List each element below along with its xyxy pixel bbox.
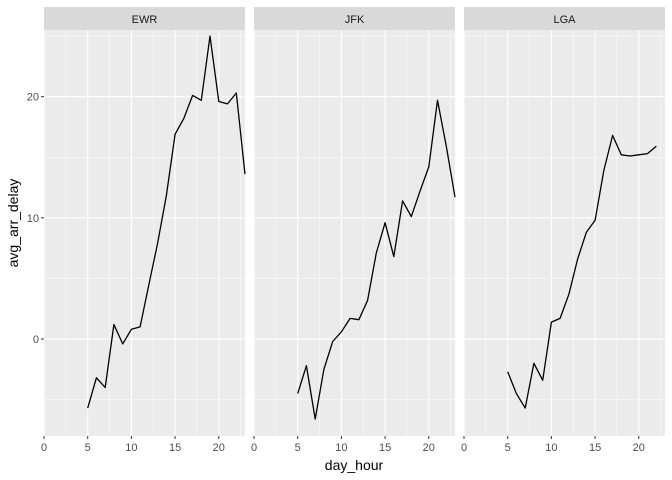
x-tick-label: 15 [379,442,391,454]
x-tick-label: 20 [213,442,225,454]
x-tick-label: 5 [85,442,91,454]
panel-background [254,30,455,436]
facet-strip-label: EWR [132,14,158,26]
series-line-ewr [87,35,246,409]
x-tick-label: 15 [169,442,181,454]
facet-strip-label: LGA [553,14,576,26]
x-tick-label: 5 [295,442,301,454]
x-tick-label: 10 [545,442,557,454]
y-axis-title: avg_arr_delay [5,179,21,268]
panel-background [464,30,665,436]
y-axis: 0 10 20 [27,92,44,346]
x-axis-title: day_hour [325,457,384,473]
x-tick-label: 0 [461,442,467,454]
facet-panel-jfk: JFK 0 5 10 15 20 [251,7,456,454]
facet-panel-ewr: EWR 0 5 10 15 20 [41,7,246,454]
facet-strip [464,7,665,30]
x-tick-label: 20 [633,442,645,454]
x-tick-label: 5 [505,442,511,454]
x-tick-label: 15 [589,442,601,454]
series-line-lga [507,134,657,409]
x-tick-label: 10 [125,442,137,454]
y-tick-label: 20 [27,92,39,104]
y-tick-label: 10 [27,213,39,225]
x-tick-label: 10 [335,442,347,454]
series-line-jfk [297,99,456,420]
x-tick-label: 0 [41,442,47,454]
y-tick-label: 0 [33,334,39,346]
facet-panels: EWR 0 5 10 15 20 JFK 0 5 10 15 20 LGA 0 5 10 15 20 [41,7,665,454]
facet-panel-lga: LGA 0 5 10 15 20 [461,7,665,454]
facet-strip [254,7,455,30]
x-tick-label: 20 [423,442,435,454]
facet-strip-label: JFK [345,14,365,26]
x-tick-label: 0 [251,442,257,454]
facet-strip [44,7,245,30]
panel-background [44,30,245,436]
